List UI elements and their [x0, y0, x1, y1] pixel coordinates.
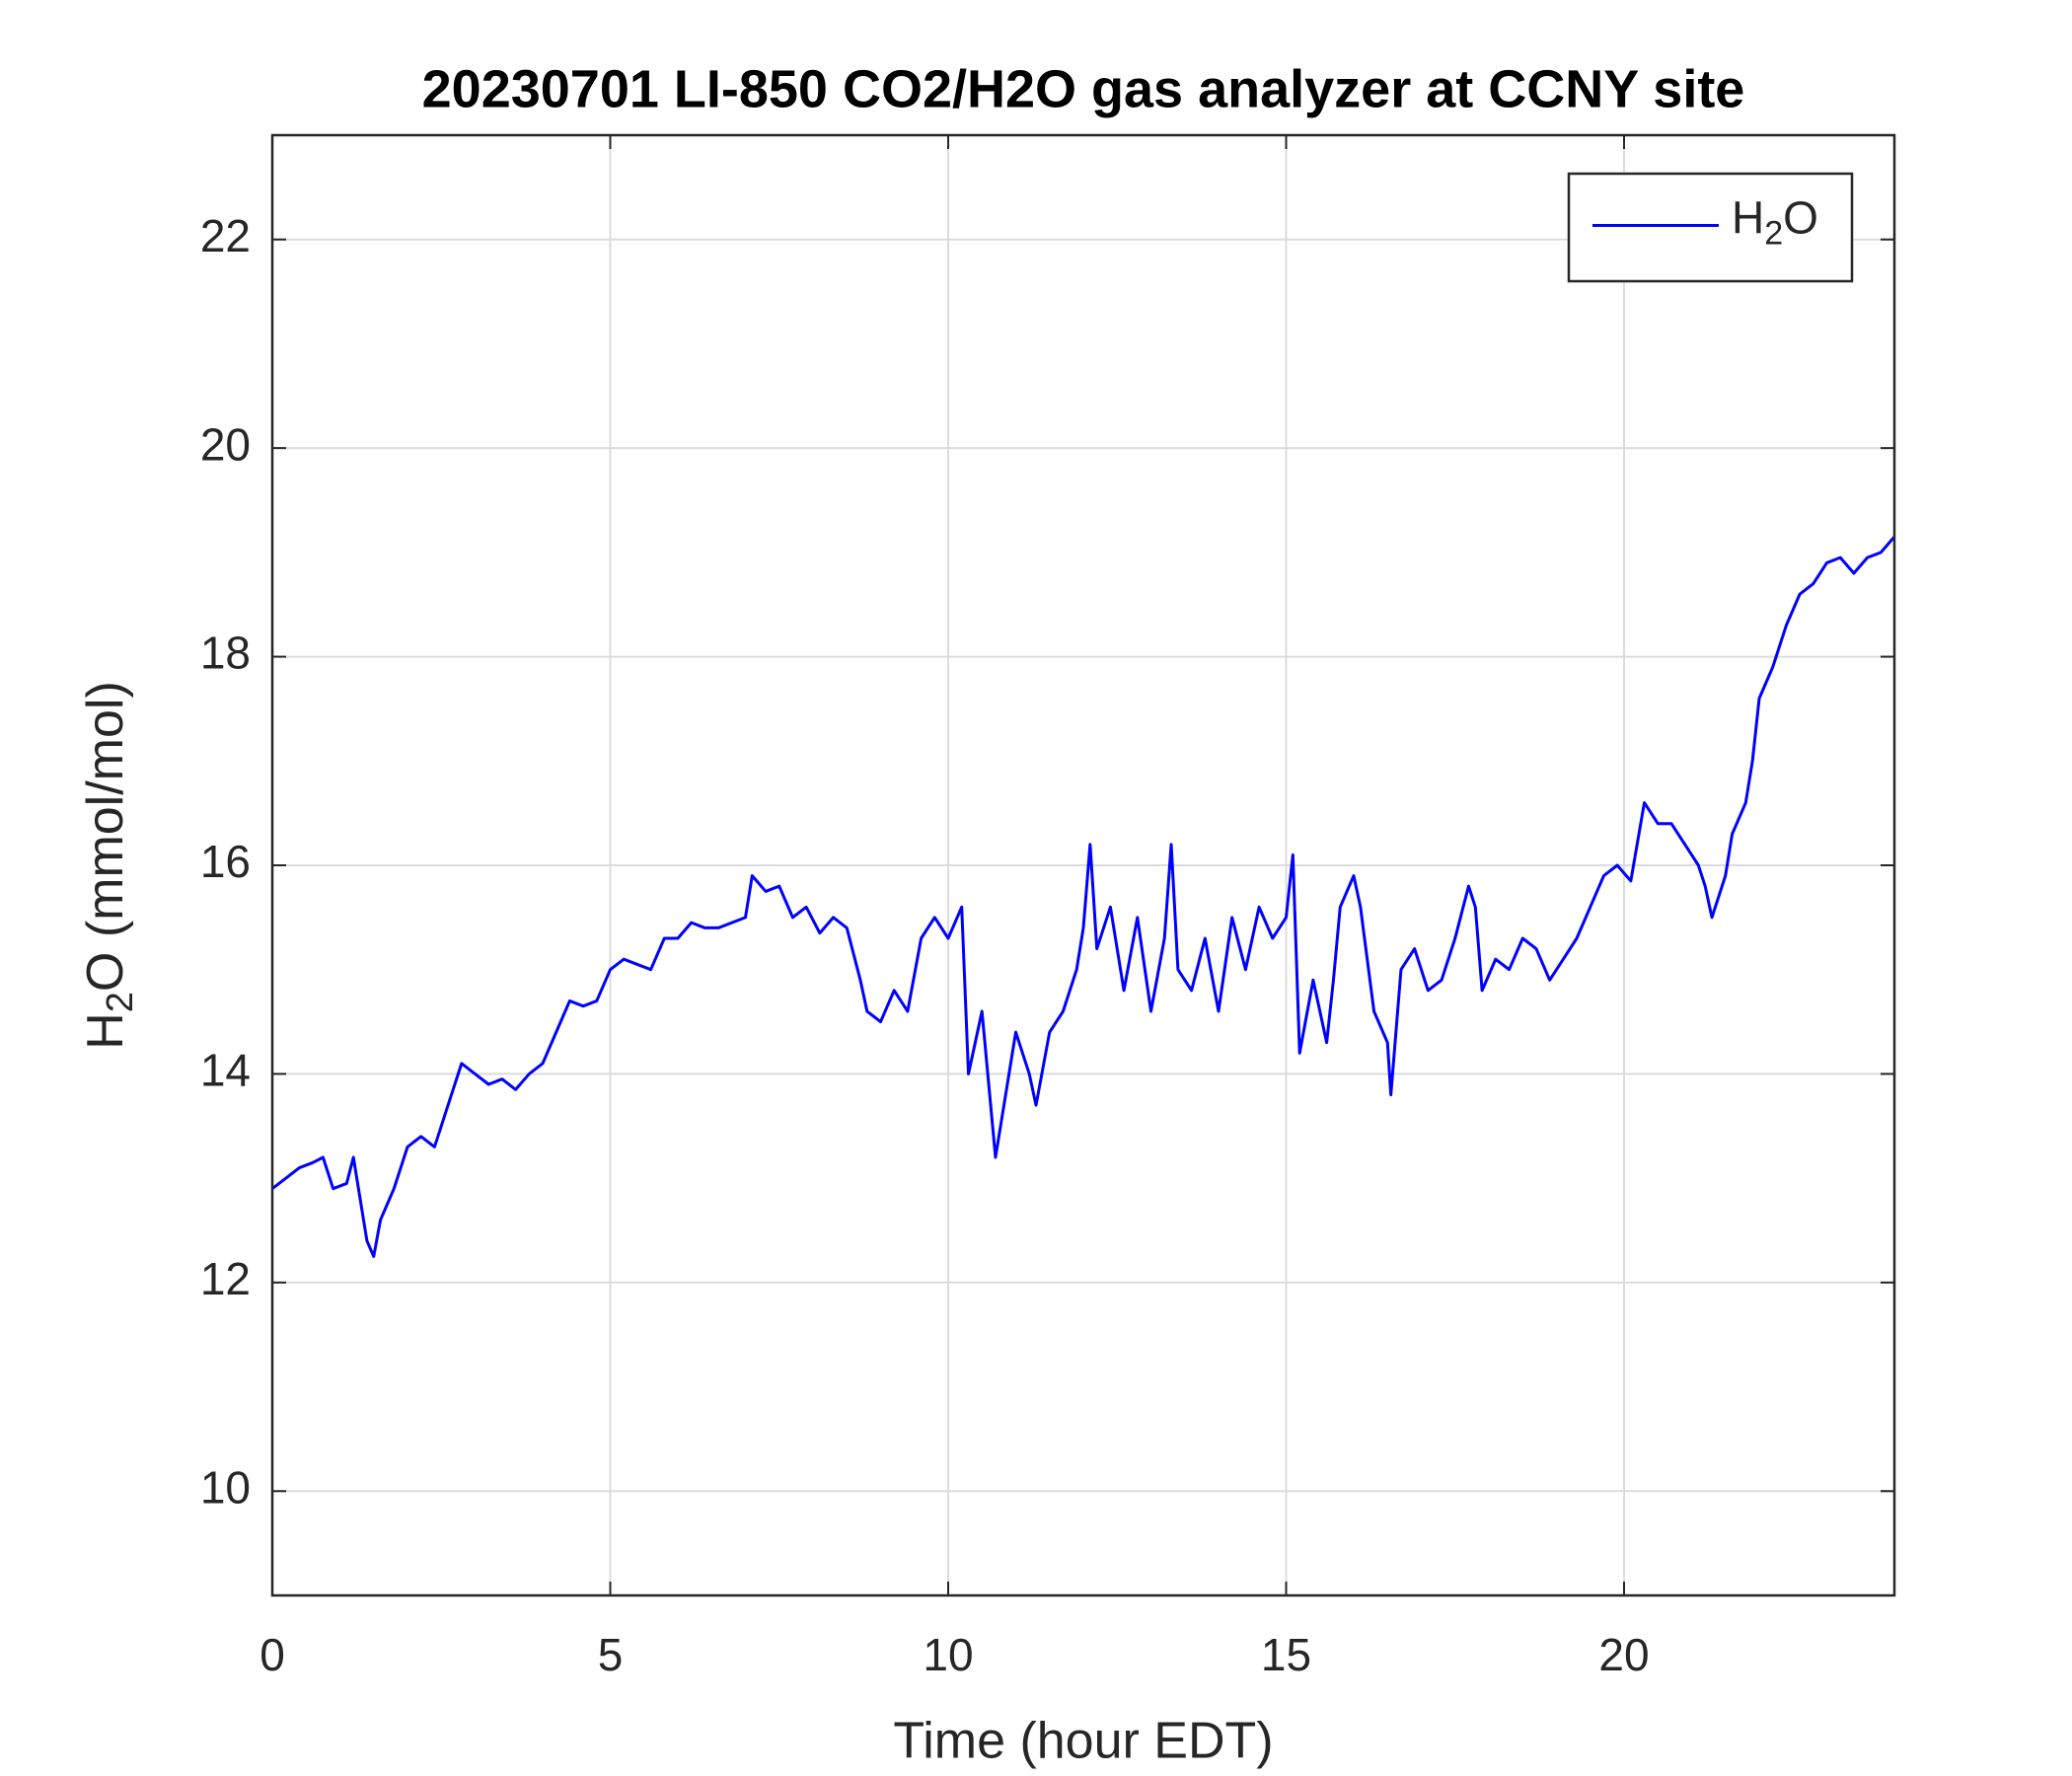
y-label-part: H: [77, 1012, 134, 1050]
legend-label: H2O: [1732, 192, 1818, 253]
y-tick-label: 12: [200, 1253, 251, 1304]
y-tick-label: 14: [200, 1045, 251, 1096]
y-tick-label: 18: [200, 628, 251, 679]
x-tick-label: 0: [259, 1629, 285, 1680]
legend-part: O: [1783, 192, 1818, 244]
plot-frame: [270, 133, 1896, 1597]
x-tick-label: 5: [598, 1629, 624, 1680]
y-label-subscript: 2: [100, 992, 141, 1012]
data-line: [271, 536, 1896, 1258]
y-label-part: O (mmol/mol): [77, 681, 134, 992]
x-tick-label: 10: [923, 1629, 973, 1680]
x-axis-label: Time (hour EDT): [893, 1713, 1273, 1770]
y-tick-label: 16: [200, 836, 251, 887]
y-tick-label: 10: [200, 1461, 251, 1513]
legend: H2O: [1567, 172, 1854, 283]
y-tick-label: 20: [200, 418, 251, 470]
legend-box: [1567, 172, 1854, 283]
x-tick-label: 15: [1261, 1629, 1311, 1680]
legend-subscript: 2: [1764, 214, 1783, 252]
y-tick-label: 22: [200, 210, 251, 261]
chart-title: 20230701 LI-850 CO2/H2O gas analyzer at …: [422, 59, 1745, 118]
x-tick-label: 20: [1598, 1629, 1649, 1680]
legend-part: H: [1732, 192, 1764, 244]
y-axis-label: H2O (mmol/mol): [77, 681, 141, 1050]
